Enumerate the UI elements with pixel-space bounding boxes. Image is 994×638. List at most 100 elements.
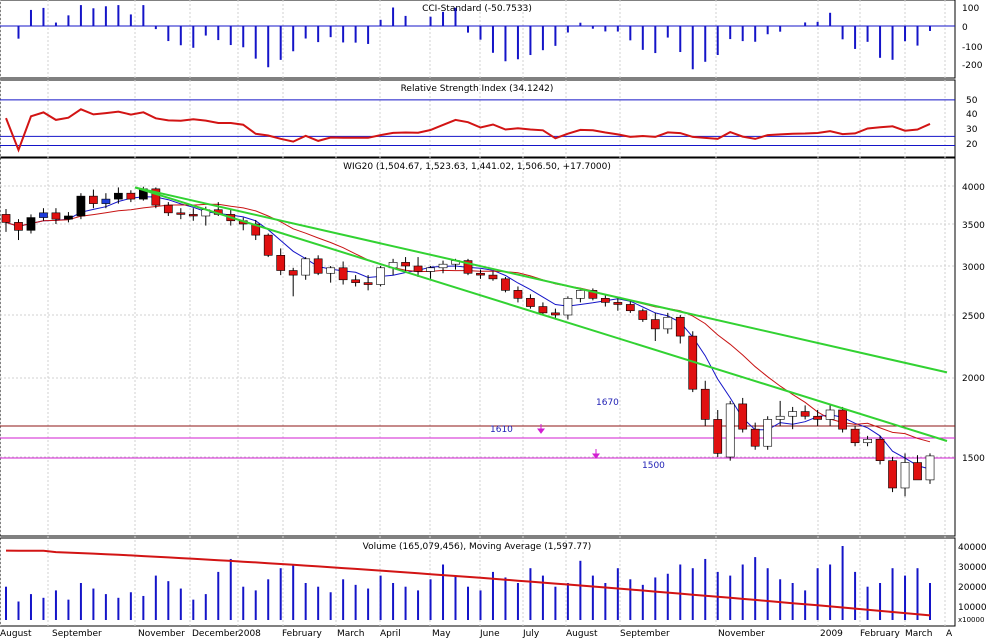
candlestick-series <box>1 186 935 497</box>
x-axis-label: June <box>479 629 500 638</box>
candle-body <box>326 267 336 274</box>
candle-body <box>438 263 448 269</box>
candle-body <box>600 298 610 303</box>
candle-body <box>750 428 760 447</box>
price-title: WIG20 (1,504.67, 1,523.63, 1,441.02, 1,5… <box>343 162 611 172</box>
candle-body <box>476 272 485 276</box>
rsi-panel-frame <box>0 79 956 158</box>
x-axis-label: August <box>566 629 598 638</box>
x-axis-label: March <box>905 629 932 638</box>
candle-body <box>563 298 573 316</box>
candle-body <box>800 411 810 417</box>
candle-body <box>263 234 273 256</box>
candle-body <box>888 460 897 489</box>
rsi-tick-20: 20 <box>966 140 978 150</box>
cci-panel-frame <box>0 0 956 79</box>
candle-body <box>376 267 385 285</box>
volume-panel-frame <box>0 537 956 627</box>
volume-series <box>5 546 931 620</box>
candle-body <box>1 214 11 223</box>
candle-body <box>251 223 261 236</box>
trendline-2 <box>134 186 948 442</box>
candle-body <box>151 188 161 206</box>
candle-body <box>101 198 111 204</box>
candle-body <box>588 290 598 299</box>
annotation-1610: 1610 <box>490 425 513 435</box>
candle-body <box>663 316 673 330</box>
trendline-1 <box>134 186 948 374</box>
price-tick-1500: 1500 <box>962 454 985 464</box>
candle-body <box>863 438 872 444</box>
candle-body <box>825 409 835 420</box>
candle-body <box>463 260 473 274</box>
candle-body <box>838 409 847 430</box>
price-tick-4000: 4000 <box>962 183 985 193</box>
candle-body <box>650 319 660 330</box>
candle-body <box>14 222 23 231</box>
candle-body <box>700 388 710 420</box>
candle-body <box>513 290 523 299</box>
candle-body <box>538 306 548 314</box>
volume-tick-20000: 20000 <box>958 583 987 593</box>
ma-long-line <box>5 203 931 443</box>
x-axis-labels: August September November December 2008 Febru… <box>0 629 953 638</box>
candle-body <box>613 302 623 305</box>
x-axis-label: 2008 <box>238 629 261 638</box>
volume-tick-10000: 10000 <box>958 603 987 613</box>
candle-body <box>788 411 798 417</box>
candle-body <box>675 316 685 337</box>
candle-body <box>913 462 922 481</box>
cci-tick-m100: -100 <box>962 43 983 53</box>
panel-frames <box>0 0 956 627</box>
cci-tick-0: 0 <box>962 23 968 33</box>
x-axis-label: November <box>138 629 185 638</box>
trendlines <box>134 186 948 442</box>
candle-body <box>351 279 360 283</box>
cci-tick-100: 100 <box>962 4 979 14</box>
volume-title: Volume (165,079,456), Moving Average (1,… <box>363 542 592 552</box>
price-tick-2000: 2000 <box>962 374 985 384</box>
x-axis-label: December <box>192 629 239 638</box>
candle-body <box>925 455 935 481</box>
x-axis-label: May <box>432 629 451 638</box>
price-tick-3500: 3500 <box>962 221 985 231</box>
rsi-tick-40: 40 <box>966 110 978 120</box>
candle-body <box>725 403 735 458</box>
candle-body <box>875 438 885 461</box>
cci-series <box>17 5 931 70</box>
volume-ma-line <box>5 549 931 617</box>
candle-body <box>488 274 498 280</box>
candle-body <box>638 310 648 320</box>
candle-body <box>763 419 773 447</box>
candle-body <box>126 192 136 200</box>
x-axis-label: April <box>380 629 401 638</box>
candle-body <box>413 265 423 272</box>
candle-body <box>625 304 635 312</box>
x-axis-label: September <box>52 629 102 638</box>
rsi-tick-50: 50 <box>966 96 978 106</box>
volume-unit: x10000 <box>958 616 984 624</box>
candle-body <box>338 267 348 281</box>
candle-body <box>26 217 36 231</box>
candle-body <box>188 214 198 217</box>
price-tick-3000: 3000 <box>962 263 985 273</box>
candle-body <box>176 212 186 215</box>
candle-body <box>114 192 123 200</box>
candle-body <box>313 258 323 274</box>
arrow-marker-1 <box>537 424 545 434</box>
candle-body <box>738 403 748 430</box>
x-axis-label: July <box>522 629 540 638</box>
rsi-series <box>0 99 955 153</box>
arrow-marker-2 <box>592 449 600 459</box>
cci-title: CCI-Standard (-50.7533) <box>422 4 532 14</box>
candle-body <box>900 462 910 489</box>
candle-body <box>526 298 535 307</box>
candle-body <box>163 204 173 214</box>
price-tick-2500: 2500 <box>962 312 985 322</box>
candle-body <box>51 212 61 220</box>
rsi-tick-30: 30 <box>966 125 978 135</box>
x-axis-label: September <box>620 629 670 638</box>
rsi-title: Relative Strength Index (34.1242) <box>401 84 554 94</box>
x-axis-label: A <box>946 629 953 638</box>
